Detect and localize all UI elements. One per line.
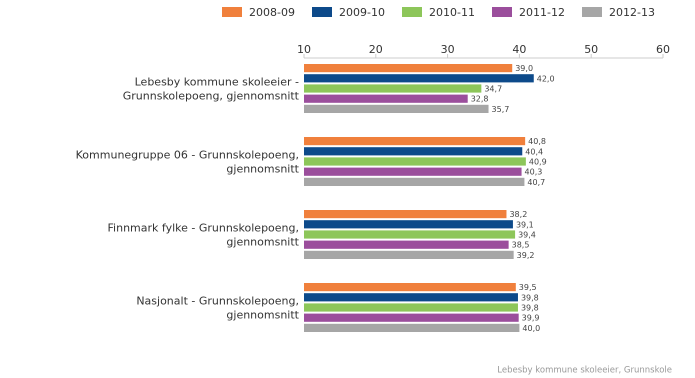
value-label: 38,2 — [509, 210, 527, 219]
bar — [304, 323, 520, 332]
value-label: 39,4 — [518, 231, 536, 240]
value-label: 32,8 — [471, 95, 489, 104]
x-tick-label: 40 — [512, 43, 526, 56]
value-label: 38,5 — [512, 241, 530, 250]
x-tick-label: 30 — [441, 43, 455, 56]
bar — [304, 137, 526, 146]
legend-swatch — [492, 7, 512, 17]
legend-label: 2012-13 — [609, 6, 655, 19]
bar — [304, 240, 509, 249]
y-tick-label: gjennomsnitt — [226, 309, 299, 322]
bar — [304, 64, 513, 73]
value-label: 39,8 — [521, 293, 539, 302]
y-tick-label: Lebesby kommune skoleeier - — [135, 76, 299, 89]
legend-label: 2009-10 — [339, 6, 385, 19]
source: Lebesby kommune skoleeier, Grunnskole — [497, 366, 672, 376]
bar — [304, 303, 518, 312]
value-label: 40,4 — [525, 147, 543, 156]
bar — [304, 250, 514, 259]
legend-label: 2011-12 — [519, 6, 565, 19]
y-tick-label: gjennomsnitt — [226, 236, 299, 249]
bar — [304, 147, 523, 156]
x-tick-label: 50 — [584, 43, 598, 56]
bar — [304, 74, 534, 83]
legend-label: 2008-09 — [249, 6, 295, 19]
value-label: 40,9 — [529, 158, 547, 167]
bar — [304, 177, 525, 186]
bar — [304, 104, 489, 113]
bar — [304, 313, 519, 322]
bar — [304, 157, 526, 166]
legend-swatch — [582, 7, 602, 17]
bar — [304, 84, 482, 93]
value-label: 39,2 — [517, 251, 535, 260]
y-tick-label: Grunnskolepoeng, gjennomsnitt — [123, 90, 300, 103]
value-label: 34,7 — [484, 85, 502, 94]
bar — [304, 167, 522, 176]
bar — [304, 230, 516, 239]
x-tick-label: 10 — [297, 43, 311, 56]
legend-label: 2010-11 — [429, 6, 475, 19]
bar — [304, 94, 468, 103]
legend-swatch — [312, 7, 332, 17]
legend-swatch — [222, 7, 242, 17]
y-tick-label: gjennomsnitt — [226, 163, 299, 176]
value-label: 39,8 — [521, 304, 539, 313]
y-tick-label: Finnmark fylke - Grunnskolepoeng, — [108, 222, 299, 235]
value-label: 40,3 — [525, 168, 543, 177]
x-tick-label: 20 — [369, 43, 383, 56]
bar — [304, 283, 516, 292]
x-tick-label: 60 — [656, 43, 670, 56]
value-label: 40,7 — [527, 178, 545, 187]
bar — [304, 210, 507, 219]
y-tick-label: Kommunegruppe 06 - Grunnskolepoeng, — [76, 149, 299, 162]
value-label: 40,8 — [528, 137, 546, 146]
value-label: 35,7 — [492, 105, 510, 114]
bar — [304, 220, 513, 229]
value-label: 39,9 — [522, 314, 540, 323]
value-label: 39,5 — [519, 283, 537, 292]
value-label: 40,0 — [522, 324, 540, 333]
value-label: 39,0 — [515, 64, 533, 73]
bar — [304, 293, 518, 302]
y-tick-label: Nasjonalt - Grunnskolepoeng, — [136, 295, 299, 308]
value-label: 39,1 — [516, 220, 534, 229]
legend-swatch — [402, 7, 422, 17]
value-label: 42,0 — [537, 74, 555, 83]
